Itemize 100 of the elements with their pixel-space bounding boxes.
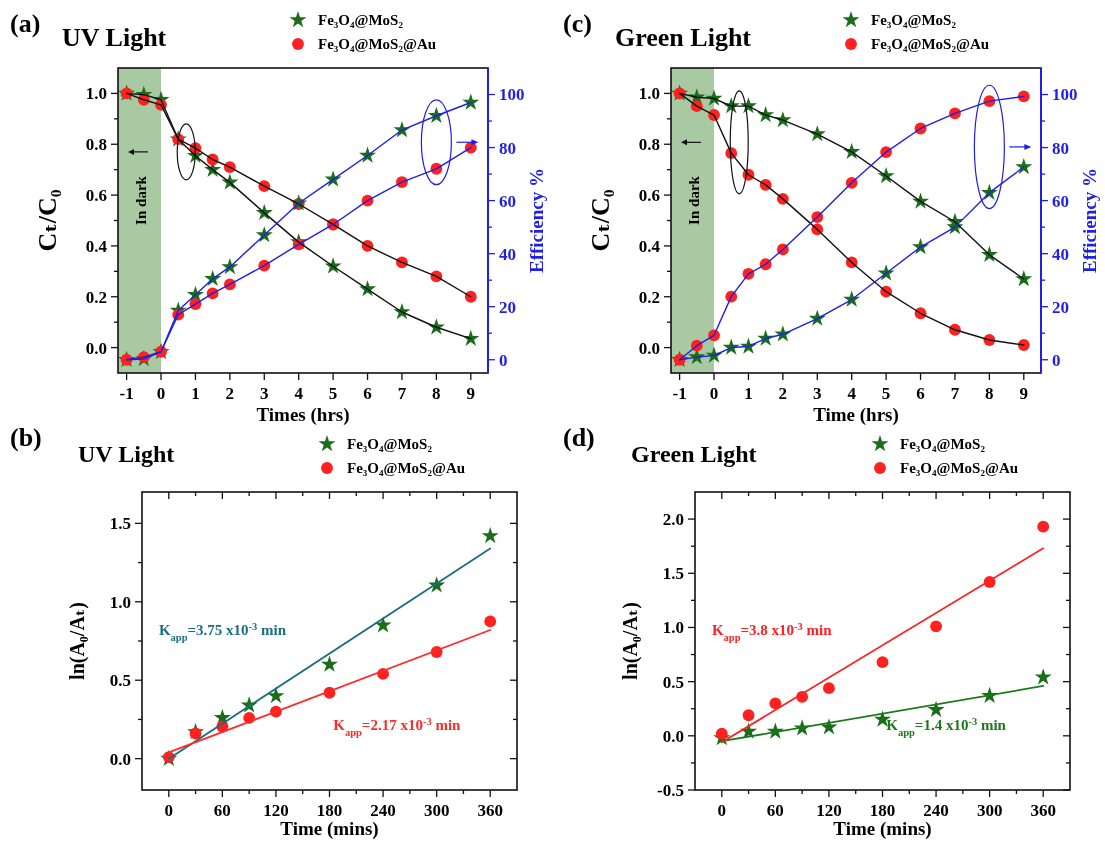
y-tick-label: 0.6: [85, 186, 107, 206]
y2-tick-label: 100: [499, 85, 525, 105]
x-tick-label: 300: [976, 801, 1003, 820]
x-tick-label: 9: [466, 384, 476, 403]
x-axis-title: Times (hrs): [256, 404, 350, 426]
y-axis-title: Cₜ/C₀: [33, 189, 62, 252]
y-tick-label: 0.0: [638, 338, 660, 358]
x-axis-title: Time (hrs): [813, 404, 899, 426]
annotation: K$_{app}$=3.75 x10$^{-3}$ min: [158, 620, 287, 643]
text: (c): [563, 9, 592, 38]
x-tick-label: 180: [316, 801, 343, 820]
x-tick-label: 1: [191, 384, 200, 403]
y-tick-label: 1.5: [109, 514, 131, 534]
x-tick-label: 1: [744, 384, 753, 403]
y-tick-label: 0.2: [638, 287, 660, 307]
legend-label: Fe₃O₄@MoS₂: [347, 436, 433, 453]
y-tick-label: 0.2: [85, 287, 107, 307]
text: (b): [10, 423, 42, 452]
x-tick-label: 0: [164, 801, 174, 820]
y-axis-title: ln(A₀/Aₜ): [66, 602, 89, 680]
text: (d): [563, 423, 595, 452]
x-tick-label: 8: [432, 384, 441, 403]
legend-label: Fe₃O₄@MoS₂@Au: [900, 460, 1019, 477]
x-tick-label: 4: [847, 384, 857, 403]
y2-tick-label: 60: [1052, 191, 1069, 211]
y-tick-label: 1.0: [662, 618, 684, 638]
annotation: K$_{app}$=3.8 x10$^{-3}$ min: [711, 620, 833, 643]
x-tick-label: 120: [816, 801, 842, 820]
x-tick-label: 9: [1019, 384, 1029, 403]
y-tick-label: 0.0: [85, 338, 107, 358]
y2-tick-label: 40: [1052, 244, 1069, 264]
y-axis-title: ln(A₀/Aₜ): [619, 602, 642, 680]
legend-label: Fe₃O₄@MoS₂: [900, 436, 986, 453]
x-tick-label: -1: [672, 384, 687, 403]
x-tick-label: 180: [869, 801, 896, 820]
y2-tick-label: 100: [1052, 85, 1078, 105]
y-tick-label: 0.8: [85, 135, 107, 155]
y-tick-label: 1.5: [662, 564, 684, 584]
y2-tick-label: 60: [499, 191, 516, 211]
y-tick-label: 2.0: [662, 510, 684, 530]
annotation: K$_{app}$=2.17 x10$^{-3}$ min: [333, 715, 462, 738]
x-tick-label: 4: [294, 384, 304, 403]
annotation: K$_{app}$=1.4 x10$^{-3}$ min: [886, 715, 1007, 738]
x-tick-label: 2: [778, 384, 788, 403]
y2-tick-label: 40: [499, 244, 516, 264]
x-tick-label: 5: [328, 384, 338, 403]
y-tick-label: 1.0: [109, 592, 131, 612]
legend-label: Fe₃O₄@MoS₂: [318, 12, 404, 29]
x-tick-label: 7: [950, 384, 960, 403]
y2-axis-title: Efficiency %: [526, 167, 547, 274]
chart-title: Green Light: [615, 23, 752, 52]
y-tick-label: 1.0: [638, 84, 660, 104]
y2-tick-label: 20: [1052, 297, 1069, 317]
x-tick-label: 60: [766, 801, 784, 820]
y2-tick-label: 20: [499, 297, 516, 317]
chart-title: UV Light: [78, 441, 175, 467]
x-tick-label: 7: [397, 384, 407, 403]
x-tick-label: 3: [813, 384, 822, 403]
band-label: In dark: [132, 175, 149, 225]
x-tick-label: 6: [916, 384, 925, 403]
chart-title: UV Light: [62, 23, 167, 52]
x-tick-label: 0: [709, 384, 719, 403]
x-tick-label: 120: [263, 801, 289, 820]
x-tick-label: -1: [119, 384, 134, 403]
x-tick-label: 60: [213, 801, 231, 820]
x-tick-label: 5: [881, 384, 891, 403]
y-tick-label: 0.0: [109, 749, 131, 769]
chart-title: Green Light: [631, 441, 757, 467]
legend-label: Fe₃O₄@MoS₂@Au: [347, 460, 466, 477]
x-tick-label: 240: [923, 801, 949, 820]
y2-tick-label: 80: [1052, 138, 1069, 158]
x-tick-label: 360: [477, 801, 503, 820]
y-tick-label: 1.0: [85, 84, 107, 104]
y-tick-label: 0.8: [638, 135, 660, 155]
x-tick-label: 2: [225, 384, 235, 403]
y2-tick-label: 0: [1052, 350, 1061, 370]
x-tick-label: 3: [260, 384, 269, 403]
x-tick-label: 8: [985, 384, 994, 403]
y-tick-label: 0.0: [662, 726, 684, 746]
y-tick-label: 0.6: [638, 186, 660, 206]
y-tick-label: 0.4: [85, 236, 108, 256]
y-tick-label: 0.5: [662, 672, 684, 692]
x-axis-title: Time (mins): [280, 818, 379, 840]
x-tick-label: 0: [717, 801, 727, 820]
x-tick-label: 300: [423, 801, 450, 820]
y2-axis-title: Efficiency %: [1079, 167, 1100, 274]
legend-label: Fe₃O₄@MoS₂: [871, 12, 957, 29]
y-tick-label: -0.5: [657, 780, 684, 800]
x-tick-label: 0: [156, 384, 166, 403]
x-tick-label: 6: [363, 384, 372, 403]
legend-label: Fe₃O₄@MoS₂@Au: [318, 36, 437, 53]
y-tick-label: 0.4: [638, 236, 661, 256]
y2-tick-label: 80: [499, 138, 516, 158]
y-tick-label: 0.5: [109, 671, 131, 691]
text: (a): [10, 9, 41, 38]
y-axis-title: Cₜ/C₀: [586, 189, 615, 252]
x-axis-title: Time (mins): [833, 818, 932, 840]
band-label: In dark: [685, 175, 702, 225]
x-tick-label: 240: [370, 801, 396, 820]
x-tick-label: 360: [1030, 801, 1056, 820]
